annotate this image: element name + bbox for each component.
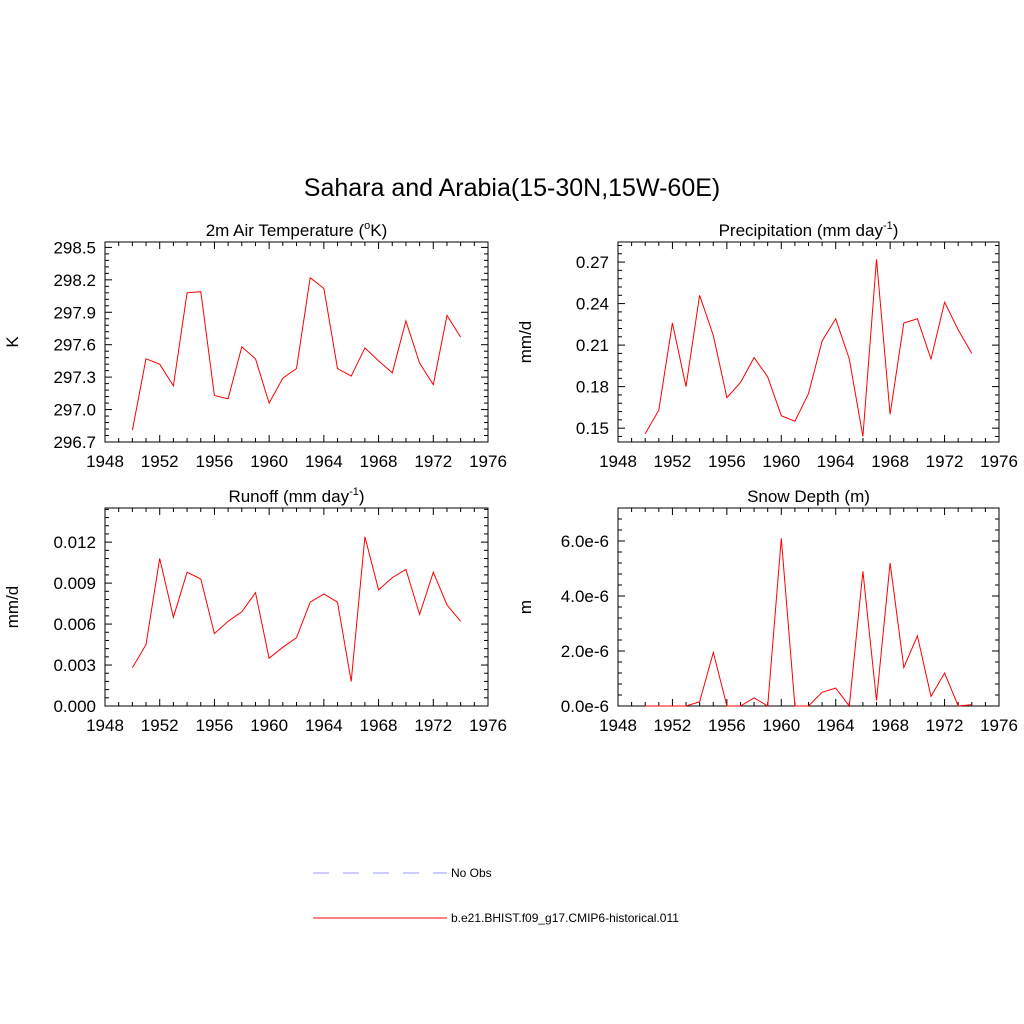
series-line-runoff [131, 536, 461, 682]
panel-air-temperature: 2m Air Temperature (oK) 1948 1952 1956 1960 1… [3, 220, 507, 471]
x-tick-label: 1964 [305, 452, 343, 471]
panel-title-precipitation: Precipitation (mm day-1) [719, 220, 899, 240]
x-tick-label: 1956 [196, 452, 234, 471]
x-tick-label: 1972 [414, 452, 452, 471]
x-tick-label: 1976 [469, 716, 507, 735]
x-tick-label: 1968 [871, 452, 909, 471]
panels: 2m Air Temperature (oK) 1948 1952 1956 1960 1… [3, 220, 1018, 735]
x-tick-label: 1960 [762, 452, 800, 471]
x-tick-label: 1968 [871, 716, 909, 735]
legend-label-no-obs: No Obs [451, 866, 492, 880]
y-tick-label: 0.003 [53, 656, 96, 675]
y-tick-label: 0.18 [576, 378, 609, 397]
series-line-precipitation [644, 259, 973, 437]
x-tick-label: 1956 [708, 716, 746, 735]
x-tick-label: 1952 [654, 452, 692, 471]
y-tick-label: 0.000 [53, 697, 96, 716]
y-tick-label: 297.0 [53, 401, 96, 420]
y-tick-label: 297.9 [53, 303, 96, 322]
x-tick-label: 1968 [360, 716, 398, 735]
y-tick-label: 4.0e-6 [561, 587, 609, 606]
x-tick-label: 1976 [980, 452, 1018, 471]
y-axis-label-air-temperature: K [3, 336, 22, 348]
legend-label-model: b.e21.BHIST.f09_g17.CMIP6-historical.011 [451, 911, 679, 925]
series-line-snow-depth [645, 538, 972, 708]
y-tick-label: 2.0e-6 [561, 642, 609, 661]
panel-title-air-temperature: 2m Air Temperature (oK) [206, 220, 388, 240]
y-tick-label: 298.2 [53, 271, 96, 290]
x-tick-label: 1960 [250, 452, 288, 471]
y-tick-label: 298.5 [53, 238, 96, 257]
x-tick-label: 1948 [599, 452, 637, 471]
x-tick-label: 1948 [86, 716, 124, 735]
y-tick-label: 297.3 [53, 368, 96, 387]
plot-frame-air-temperature [104, 241, 489, 443]
x-tick-label: 1956 [708, 452, 746, 471]
x-tick-label: 1964 [817, 716, 855, 735]
x-tick-label: 1968 [360, 452, 398, 471]
x-tick-label: 1972 [414, 716, 452, 735]
y-axis-label-runoff: mm/d [3, 586, 22, 629]
plot-frame-snow-depth [617, 507, 1000, 707]
x-tick-label: 1976 [980, 716, 1018, 735]
x-tick-label: 1972 [926, 716, 964, 735]
plot-frame-runoff [104, 507, 489, 707]
x-tick-label: 1952 [654, 716, 692, 735]
y-tick-label: 0.21 [576, 336, 609, 355]
plot-frame-precipitation [617, 241, 1000, 443]
figure-title: Sahara and Arabia(15-30N,15W-60E) [304, 174, 720, 202]
series-line-air-temperature [131, 276, 462, 431]
panel-title-runoff: Runoff (mm day-1) [228, 486, 364, 506]
y-axis-label-snow-depth: m [516, 600, 535, 614]
x-tick-label: 1960 [250, 716, 288, 735]
x-tick-label: 1964 [305, 716, 343, 735]
x-tick-label: 1960 [762, 716, 800, 735]
x-tick-label: 1948 [86, 452, 124, 471]
y-tick-label: 0.0e-6 [561, 697, 609, 716]
x-tick-label: 1948 [599, 716, 637, 735]
y-tick-label: 0.006 [53, 615, 96, 634]
panel-snow-depth: Snow Depth (m) 1948 1952 1956 1960 1964 1968 19… [516, 487, 1018, 735]
y-tick-label: 297.6 [53, 336, 96, 355]
y-tick-label: 0.24 [576, 295, 609, 314]
x-tick-label: 1952 [141, 716, 179, 735]
y-axis-label-precipitation: mm/d [516, 321, 535, 364]
y-tick-label: 0.15 [576, 419, 609, 438]
legend: No Obs b.e21.BHIST.f09_g17.CMIP6-histori… [313, 866, 679, 925]
y-tick-label: 0.012 [53, 533, 96, 552]
x-tick-label: 1964 [817, 452, 855, 471]
y-tick-label: 0.27 [576, 253, 609, 272]
panel-runoff: Runoff (mm day-1) 1948 1952 1956 1960 1964 196… [3, 486, 507, 735]
x-tick-label: 1976 [469, 452, 507, 471]
y-tick-label: 0.009 [53, 574, 96, 593]
y-tick-label: 6.0e-6 [561, 532, 609, 551]
x-tick-label: 1952 [141, 452, 179, 471]
x-tick-label: 1956 [196, 716, 234, 735]
panel-title-snow-depth: Snow Depth (m) [747, 487, 870, 506]
y-tick-label: 296.7 [53, 433, 96, 452]
x-tick-label: 1972 [926, 452, 964, 471]
panel-precipitation: Precipitation (mm day-1) 1948 1952 1956 1960… [516, 220, 1018, 471]
